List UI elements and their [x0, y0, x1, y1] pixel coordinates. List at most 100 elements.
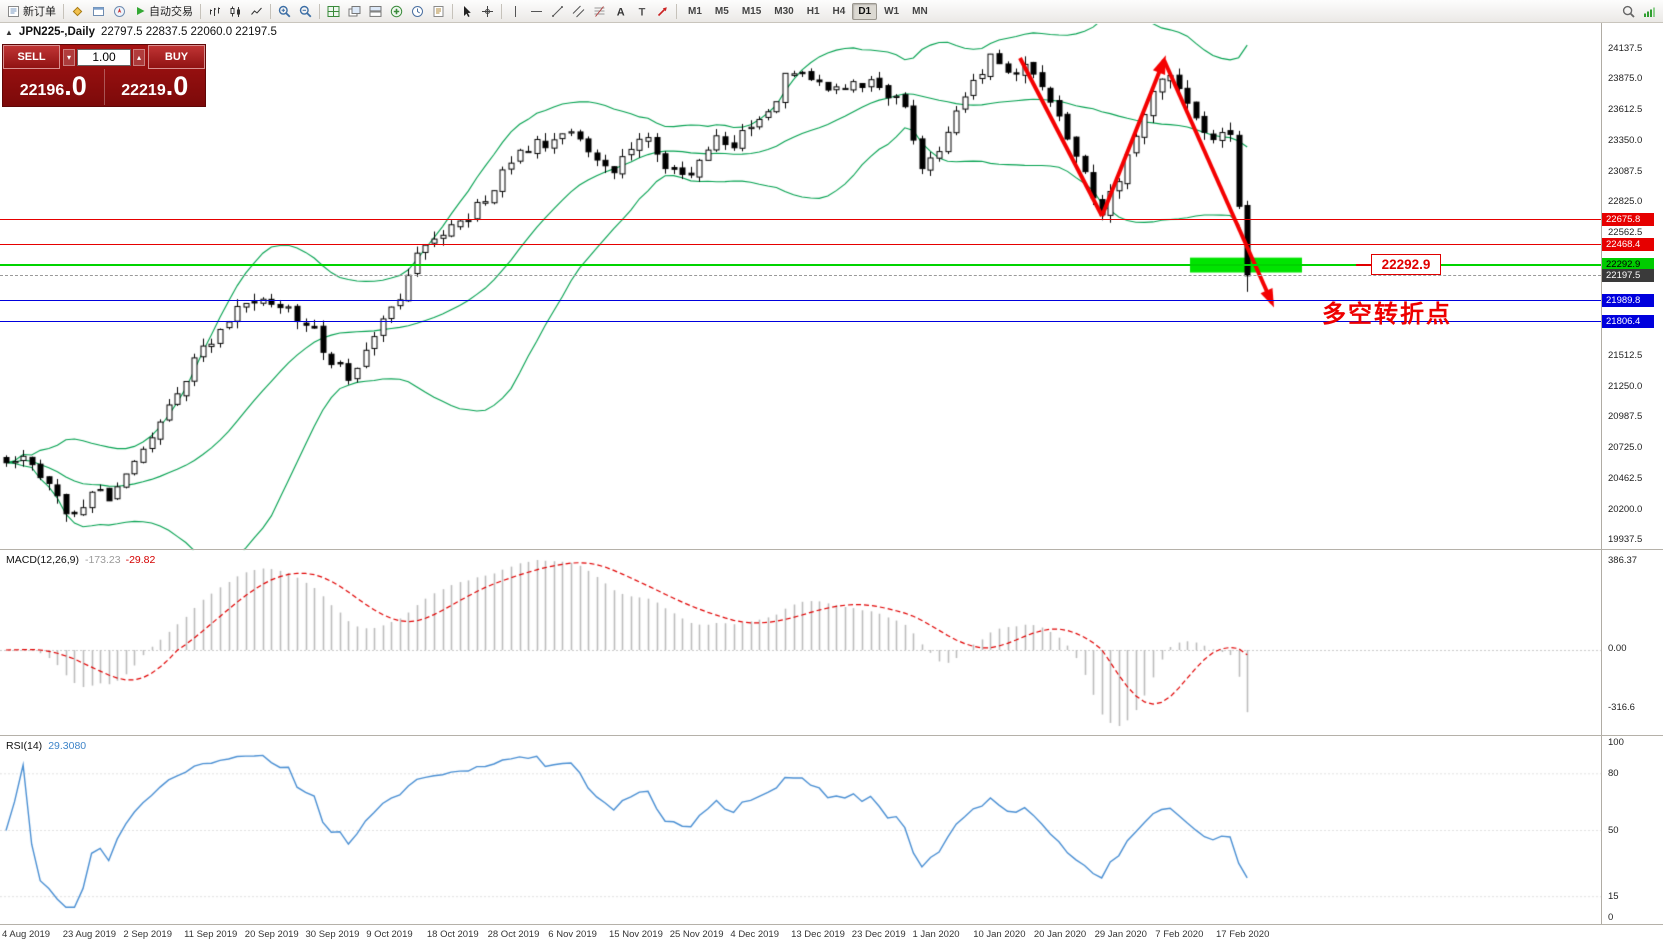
cursor-button[interactable]: [456, 1, 477, 21]
tile-windows-icon: [327, 5, 340, 17]
horizontal-line-icon: [531, 10, 542, 12]
macd-main-value: -173.23: [84, 554, 121, 566]
buy-button-label: BUY: [164, 51, 189, 63]
chart-line-button[interactable]: [246, 1, 267, 21]
timeframe-button-m1[interactable]: M1: [688, 5, 702, 17]
volume-decrease-button[interactable]: ▾: [63, 48, 75, 66]
arrows-tool-button[interactable]: [652, 1, 673, 21]
buy-price[interactable]: 22219 .0: [105, 69, 206, 105]
rsi-scale-label: 15: [1608, 890, 1619, 902]
macd-panel-separator[interactable]: [0, 549, 1663, 550]
rsi-name: RSI(14): [6, 740, 43, 752]
timeframe-button-m15[interactable]: M15: [741, 5, 762, 17]
toolbar-separator: [501, 3, 502, 19]
timeframe-button-m30[interactable]: M30: [774, 5, 794, 17]
volume-increase-button[interactable]: ▴: [133, 48, 145, 66]
price-axis[interactable]: 24137.5 23875.0 23612.5 23350.0 23087.5 22825…: [1601, 23, 1663, 925]
timeframe-button-d1[interactable]: D1: [852, 2, 878, 20]
timeframe-button-h1[interactable]: H1: [806, 5, 820, 17]
fibonacci-button[interactable]: [589, 1, 610, 21]
data-window-button[interactable]: [88, 1, 109, 21]
price-divider: [103, 69, 105, 105]
auto-trading-label: 自动交易: [149, 6, 193, 18]
cascade-windows-button[interactable]: [344, 1, 365, 21]
timeframe-button-mn[interactable]: MN: [912, 5, 928, 17]
cursor-arrow-icon: [464, 5, 471, 17]
arrange-windows-button[interactable]: [365, 1, 386, 21]
data-window-icon: [93, 6, 104, 16]
timeframe-toolbar: M1 M5 M15 M30 H1 H4 D1 W1 MN: [682, 2, 934, 20]
timeframe-button-w1[interactable]: W1: [884, 5, 900, 17]
rsi-value: 29.3080: [48, 740, 87, 752]
macd-name: MACD(12,26,9): [6, 554, 79, 566]
timeframe-button-m5[interactable]: M5: [714, 5, 729, 17]
zoom-out-button[interactable]: [295, 1, 316, 21]
date-label: 4 Dec 2019: [730, 929, 779, 940]
toolbar-separator: [452, 3, 453, 19]
date-label: 20 Sep 2019: [244, 929, 299, 940]
trade-panel-prices: 22196 .0 22219 .0: [3, 69, 205, 105]
date-label: 25 Nov 2019: [669, 929, 724, 940]
search-icon: [1622, 5, 1635, 18]
price-axis-tick: 22825.0: [1608, 196, 1643, 208]
new-order-button[interactable]: 新订单: [3, 1, 60, 21]
buy-price-pips: .0: [165, 71, 189, 101]
label-icon: T: [639, 6, 646, 18]
trade-panel-toggle-icon[interactable]: ▲: [5, 27, 13, 37]
date-label: 10 Jan 2020: [973, 929, 1026, 940]
date-label: 28 Oct 2019: [487, 929, 540, 940]
chart-candles-button[interactable]: [225, 1, 246, 21]
price-axis-tick: 20462.5: [1608, 472, 1643, 484]
trendline-button[interactable]: [547, 1, 568, 21]
crosshair-icon: [482, 5, 493, 17]
zoom-in-button[interactable]: [274, 1, 295, 21]
sell-price[interactable]: 22196 .0: [3, 69, 104, 105]
date-label: 30 Sep 2019: [305, 929, 360, 940]
tile-windows-button[interactable]: [323, 1, 344, 21]
timeframe-button-h4[interactable]: H4: [832, 5, 846, 17]
periods-button[interactable]: [407, 1, 428, 21]
svg-text:T: T: [639, 6, 646, 18]
crosshair-button[interactable]: [477, 1, 498, 21]
macd-scale-label: -316.6: [1608, 702, 1635, 713]
line-chart-icon: [251, 7, 262, 15]
price-axis-tick: 23875.0: [1608, 73, 1643, 85]
volume-control: ▾ ▴: [60, 45, 148, 69]
connection-status: [1639, 1, 1660, 21]
vertical-line-button[interactable]: [505, 1, 526, 21]
macd-indicator-label: MACD(12,26,9) -173.23 -29.82: [6, 554, 155, 566]
annotation-note-text[interactable]: 多空转折点: [1322, 299, 1452, 328]
channel-button[interactable]: [568, 1, 589, 21]
price-axis-tick: 20725.0: [1608, 442, 1643, 454]
sell-price-main: 22196: [19, 82, 65, 99]
macd-scale-label: 0.00: [1608, 643, 1627, 654]
sell-button-label: SELL: [17, 51, 46, 63]
auto-trading-button[interactable]: 自动交易: [130, 1, 197, 21]
rsi-panel-separator[interactable]: [0, 735, 1663, 736]
search-button[interactable]: [1618, 1, 1639, 21]
horizontal-line-button[interactable]: [526, 1, 547, 21]
date-label: 18 Oct 2019: [426, 929, 479, 940]
text-tool-button[interactable]: A: [610, 1, 631, 21]
price-callout-label[interactable]: 22292.9: [1371, 254, 1441, 275]
price-axis-tick: 24137.5: [1608, 42, 1643, 54]
chart-bars-button[interactable]: [204, 1, 225, 21]
volume-input[interactable]: [77, 48, 131, 66]
buy-button[interactable]: BUY: [148, 45, 205, 69]
sell-button[interactable]: SELL: [3, 45, 60, 69]
templates-button[interactable]: [428, 1, 449, 21]
date-label: 7 Feb 2020: [1155, 929, 1204, 940]
indicators-plus-icon: [390, 5, 403, 17]
date-axis-separator: [0, 924, 1663, 925]
buy-price-main: 22219: [121, 82, 166, 99]
sell-price-pips: .0: [64, 71, 87, 101]
market-watch-button[interactable]: [67, 1, 88, 21]
label-tool-button[interactable]: T: [631, 1, 652, 21]
navigator-button[interactable]: [109, 1, 130, 21]
bar-chart-icon: [210, 7, 220, 16]
indicators-button[interactable]: [386, 1, 407, 21]
date-axis[interactable]: 4 Aug 2019 23 Aug 2019 2 Sep 2019 11 Sep 20…: [0, 925, 1601, 947]
price-axis-tick: 20200.0: [1608, 503, 1643, 515]
date-label: 15 Nov 2019: [609, 929, 663, 940]
